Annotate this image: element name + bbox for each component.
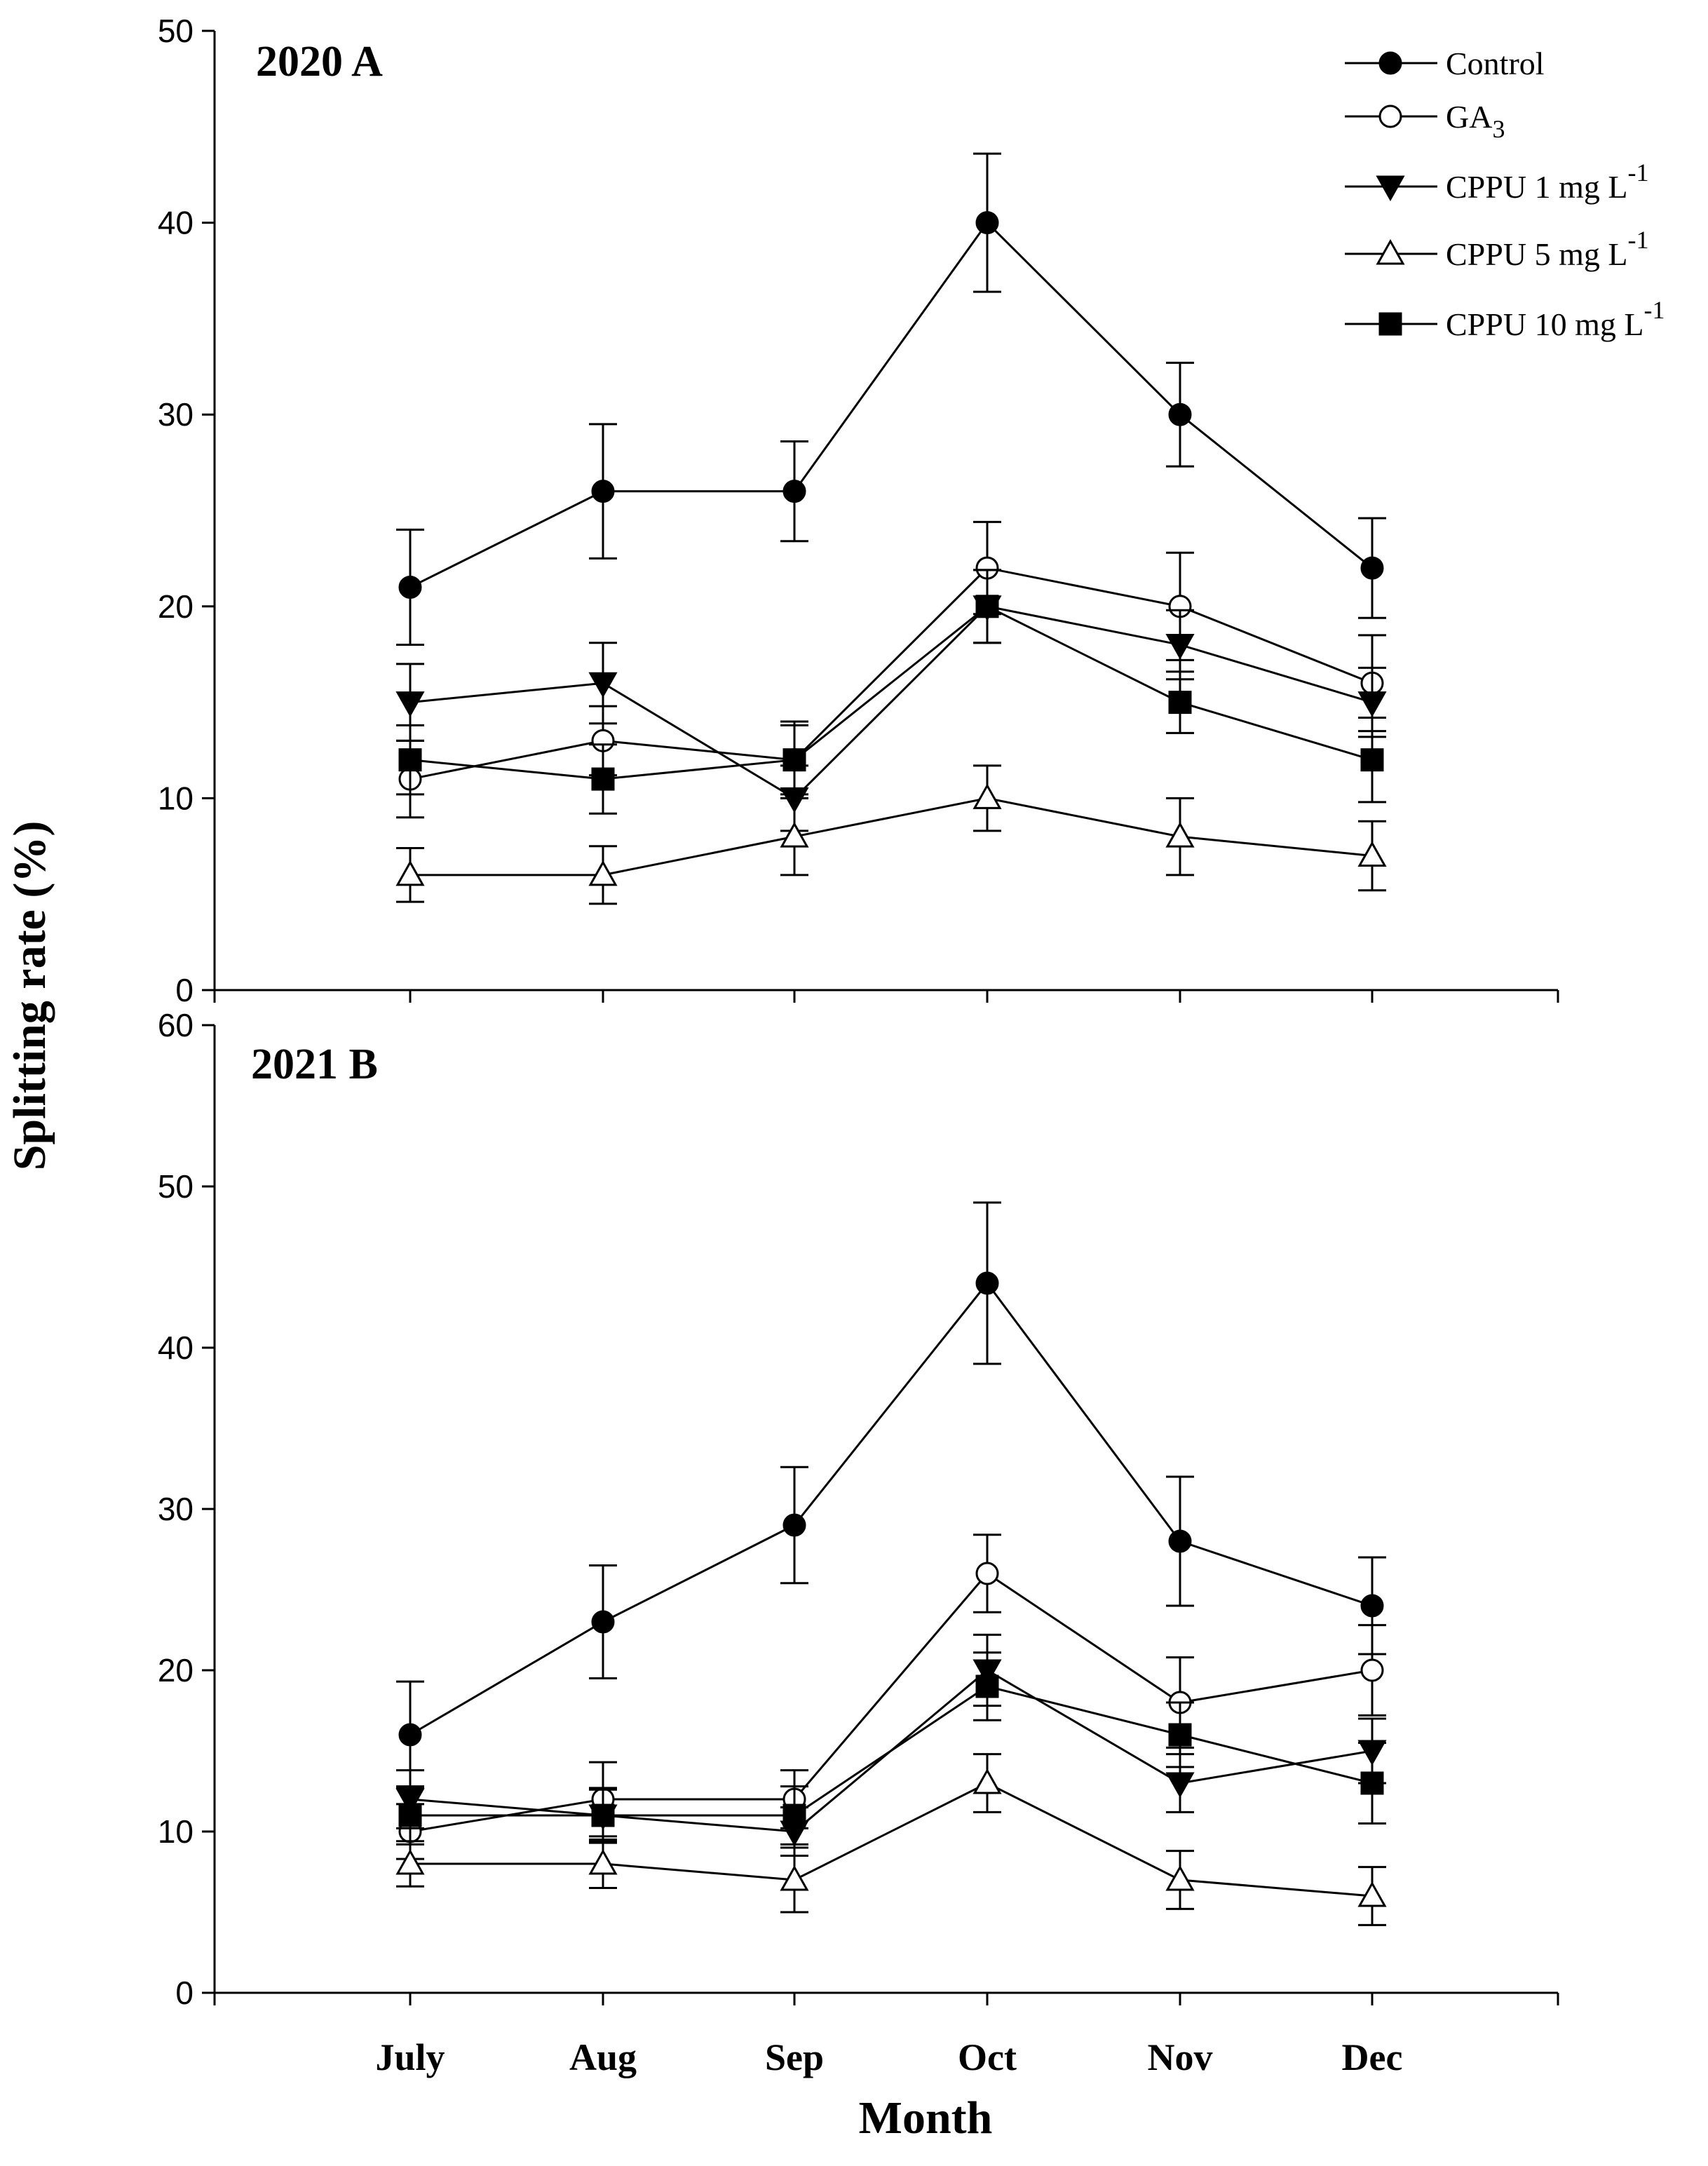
- data-point-july: [395, 860, 425, 886]
- filled-circle-icon: [1378, 51, 1402, 75]
- panel-2020-a: 0 10 20 30 40 50 2020 A: [158, 13, 1559, 1008]
- data-point-nov: [1165, 1864, 1195, 1891]
- legend-superscript: -1: [1627, 158, 1648, 187]
- data-point-july: [398, 748, 422, 772]
- x-tick-label-july: July: [375, 2036, 445, 2078]
- data-point-dec: [1360, 556, 1384, 580]
- series-line: [409, 1281, 1373, 1736]
- data-point-dec: [1360, 1594, 1384, 1618]
- data-point-july: [398, 1803, 422, 1827]
- data-point-nov: [1165, 634, 1195, 660]
- data-point-aug: [588, 1848, 618, 1875]
- y-tick-label: 30: [158, 1491, 194, 1527]
- data-point-oct: [975, 1271, 999, 1295]
- data-point-aug: [591, 1610, 615, 1634]
- y-tick-label: 50: [158, 13, 194, 49]
- data-point-nov: [1168, 1723, 1192, 1747]
- data-point-oct: [972, 1768, 1002, 1794]
- data-point-oct: [972, 783, 1002, 809]
- legend-superscript: -1: [1643, 296, 1665, 324]
- y-tick-label: 60: [158, 1007, 194, 1043]
- data-point-july: [398, 575, 422, 599]
- data-point-sep: [782, 480, 806, 503]
- data-point-dec: [1360, 748, 1384, 772]
- series-cppu-5-mg-l-1: [395, 1753, 1387, 1926]
- data-point-oct: [975, 1674, 999, 1698]
- y-tick-label: 30: [158, 396, 194, 433]
- data-point-sep: [782, 748, 806, 772]
- y-tick-label: 0: [175, 972, 194, 1008]
- data-point-sep: [780, 822, 809, 848]
- series-control: [396, 152, 1386, 647]
- data-point-nov: [1168, 691, 1192, 715]
- x-tick-label-dec: Dec: [1342, 2036, 1403, 2078]
- data-point-oct: [975, 211, 999, 235]
- y-tick-label: 10: [158, 1813, 194, 1850]
- data-point-dec: [1357, 691, 1387, 717]
- data-point-dec: [1357, 841, 1387, 867]
- y-tick-label: 40: [158, 1329, 194, 1366]
- x-axis-title: Month: [859, 2092, 993, 2144]
- data-point-sep: [782, 1513, 806, 1537]
- data-point-oct: [975, 1562, 999, 1585]
- panel-title: 2021 B: [251, 1041, 378, 1088]
- series-line: [409, 221, 1373, 588]
- series-line: [409, 567, 1373, 780]
- series-line: [409, 1572, 1373, 1833]
- x-tick-label-aug: Aug: [569, 2036, 637, 2078]
- series-line: [410, 797, 1373, 876]
- filled-triangle-down-icon: [1376, 175, 1405, 202]
- data-point-aug: [591, 480, 615, 503]
- data-point-dec: [1357, 1881, 1387, 1907]
- legend-label: Control: [1446, 46, 1545, 81]
- data-point-aug: [588, 860, 618, 886]
- series-cppu-10-mg-l-1: [396, 1651, 1386, 1846]
- y-tick-label: 20: [158, 1652, 194, 1688]
- series-control: [396, 1201, 1386, 1789]
- data-point-july: [395, 1848, 425, 1875]
- y-tick-label: 50: [158, 1168, 194, 1205]
- data-point-aug: [591, 1803, 615, 1827]
- data-point-dec: [1360, 1658, 1384, 1682]
- data-point-nov: [1165, 1772, 1195, 1799]
- data-point-sep: [782, 1803, 806, 1827]
- series-line: [409, 605, 1373, 780]
- series-line: [409, 605, 1373, 800]
- series-cppu-5-mg-l-1: [395, 764, 1387, 905]
- filled-square-icon: [1378, 312, 1402, 336]
- series-line: [410, 1782, 1373, 1897]
- data-point-nov: [1165, 822, 1195, 848]
- data-point-oct: [975, 595, 999, 618]
- data-point-dec: [1360, 1771, 1384, 1795]
- series-line: [410, 1685, 1373, 1817]
- open-triangle-up-icon: [1376, 238, 1405, 265]
- data-point-july: [398, 1723, 422, 1747]
- legend-superscript: -1: [1627, 226, 1648, 254]
- data-point-nov: [1168, 1529, 1192, 1553]
- data-point-aug: [591, 767, 615, 791]
- x-tick-label-sep: Sep: [765, 2036, 824, 2078]
- x-tick-label-oct: Oct: [958, 2036, 1017, 2078]
- legend-subscript: 3: [1492, 115, 1505, 143]
- data-point-nov: [1168, 402, 1192, 426]
- y-tick-label: 40: [158, 205, 194, 241]
- open-circle-icon: [1378, 104, 1402, 128]
- y-tick-label: 20: [158, 588, 194, 625]
- x-tick-label-nov: Nov: [1148, 2036, 1213, 2078]
- data-point-july: [395, 691, 425, 717]
- series-cppu-10-mg-l-1: [396, 569, 1386, 815]
- y-axis-title: Splitting rate (%): [4, 821, 55, 1171]
- y-tick-label: 10: [158, 780, 194, 816]
- legend-item-control: Control: [1345, 46, 1545, 81]
- y-tick-label: 0: [175, 1975, 194, 2011]
- panel-2021-b: 0 10 20 30 40 50 60 2021 B July Aug Sep Oct Nov Dec: [158, 1007, 1559, 2078]
- panel-title: 2020 A: [256, 38, 383, 86]
- data-point-aug: [588, 672, 618, 698]
- data-point-sep: [780, 1864, 809, 1891]
